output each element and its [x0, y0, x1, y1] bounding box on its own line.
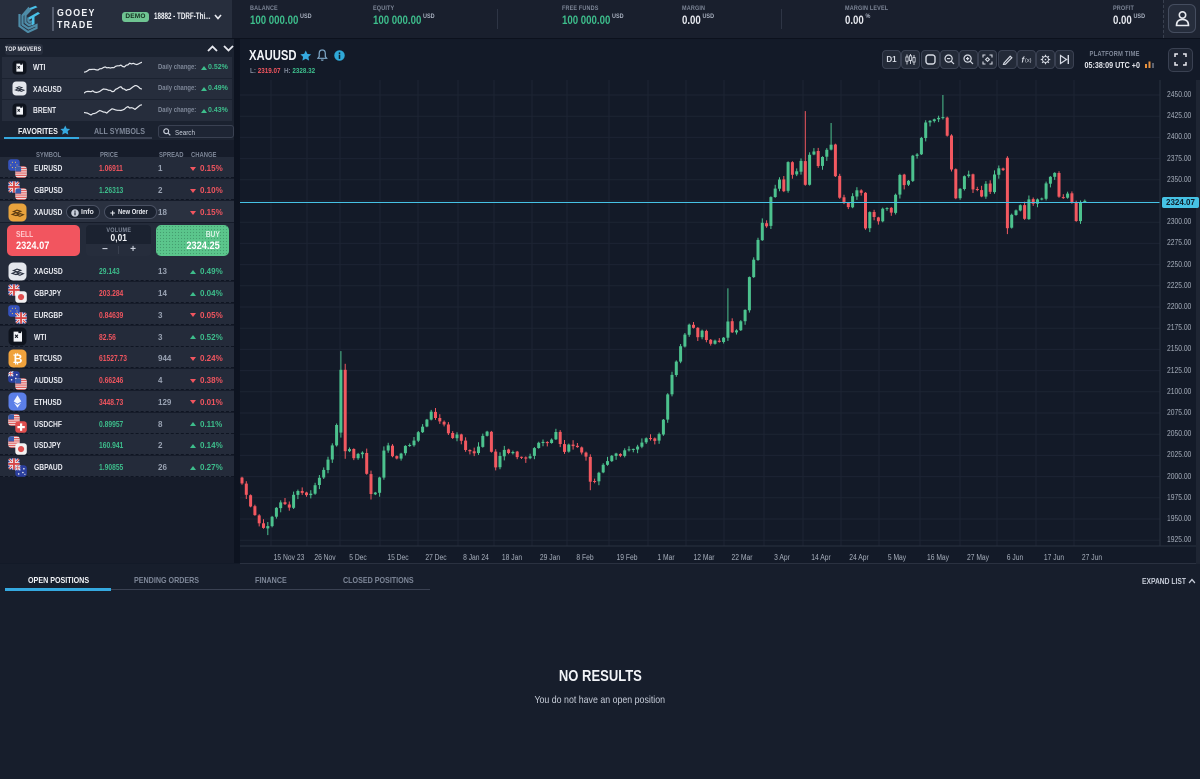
- svg-text:f: f: [1021, 56, 1025, 65]
- svg-text:(x): (x): [1025, 58, 1032, 64]
- svg-text:₿: ₿: [13, 352, 23, 366]
